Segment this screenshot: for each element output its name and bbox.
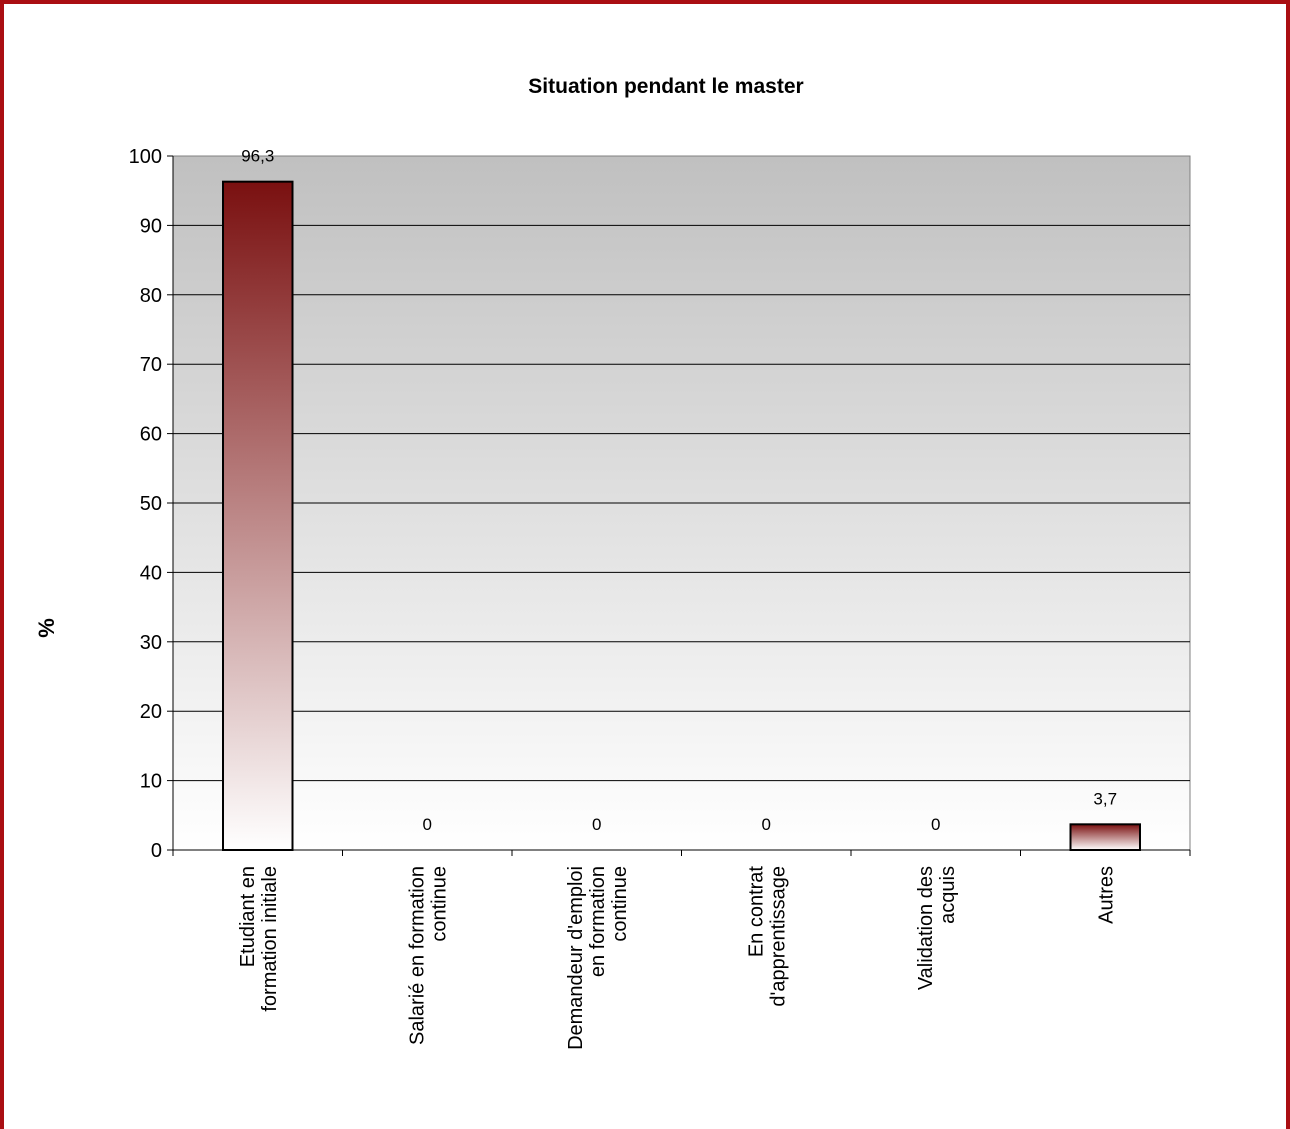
y-tick-label: 20: [140, 701, 162, 723]
category-label: Salarié en formation: [406, 866, 428, 1045]
chart-title: Situation pendant le master: [528, 75, 803, 98]
category-label: formation initiale: [259, 866, 281, 1012]
data-label: 0: [592, 815, 601, 834]
category-label: Etudiant en: [237, 866, 259, 967]
category-label: continue: [609, 866, 631, 942]
category-label: Demandeur d'emploi: [565, 866, 587, 1050]
y-tick-label: 80: [140, 285, 162, 307]
y-axis-label: %: [34, 618, 59, 638]
data-label: 96,3: [241, 147, 274, 166]
bars: [222, 180, 1141, 852]
y-tick-label: 0: [151, 840, 162, 862]
y-tick-label: 10: [140, 771, 162, 793]
category-label: Validation des: [915, 866, 937, 990]
bar: [222, 180, 294, 852]
category-label: d'apprentissage: [767, 866, 789, 1007]
y-tick-label: 70: [140, 354, 162, 376]
y-axis-ticks: 0 10 20 30 40 50 60 70 80 90 100: [129, 146, 173, 862]
y-tick-label: 100: [129, 146, 162, 168]
data-labels: 96,3 0 0 0 0 3,7: [241, 147, 1117, 834]
data-label: 0: [762, 815, 771, 834]
category-label: acquis: [937, 866, 959, 924]
data-label: 0: [931, 815, 940, 834]
category-label: En contrat: [745, 866, 767, 958]
gridlines: [173, 224, 1190, 782]
data-label: 3,7: [1093, 789, 1117, 808]
y-tick-label: 50: [140, 493, 162, 515]
category-labels: Etudiant en formation initiale Salarié en …: [237, 866, 1118, 1050]
y-tick-label: 40: [140, 562, 162, 584]
category-label: Autres: [1095, 866, 1117, 924]
y-tick-label: 90: [140, 215, 162, 237]
x-axis: [172, 156, 1191, 856]
bar: [1069, 823, 1141, 852]
y-tick-label: 30: [140, 632, 162, 654]
category-label: en formation: [587, 866, 609, 977]
category-label: continue: [428, 866, 450, 942]
data-label: 0: [423, 815, 432, 834]
y-tick-label: 60: [140, 424, 162, 446]
